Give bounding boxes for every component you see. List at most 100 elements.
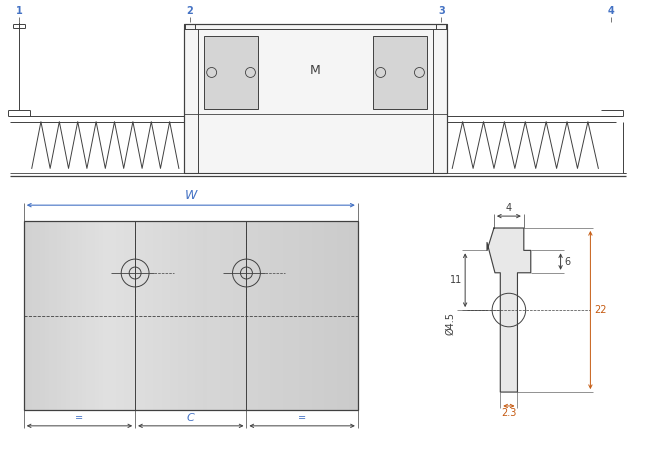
Bar [149,221,154,410]
Bar [220,221,225,410]
Bar [291,221,296,410]
Bar [329,221,334,410]
Bar [233,221,238,410]
Bar [199,221,204,410]
Text: 22: 22 [594,305,607,315]
Bar [195,221,200,410]
Bar [178,221,183,410]
Bar [278,221,284,410]
Bar [341,221,346,410]
Bar [253,221,258,410]
Bar [124,221,129,410]
Bar [174,221,179,410]
Bar [212,221,217,410]
Bar [373,36,428,109]
Bar [324,221,329,410]
Bar [283,221,288,410]
Bar [99,221,104,410]
Bar [57,221,63,410]
Bar [78,221,83,410]
Polygon shape [487,228,531,392]
Bar [320,221,326,410]
Text: 6: 6 [565,257,570,267]
Bar [53,221,58,410]
Bar [87,221,92,410]
Bar [333,221,338,410]
Bar [112,221,117,410]
Bar [203,36,258,109]
Bar [107,221,112,410]
Text: 4: 4 [506,203,512,213]
Bar [90,221,96,410]
Bar [316,221,321,410]
Bar [158,221,163,410]
Bar [182,221,187,410]
Bar [312,221,317,410]
Bar [103,221,109,410]
Bar [145,221,150,410]
Bar [266,221,271,410]
Text: =: = [298,413,306,423]
Bar [132,221,138,410]
Bar [120,221,125,410]
Bar [45,221,50,410]
Bar [162,221,167,410]
Bar [141,221,146,410]
Text: 2.3: 2.3 [501,408,517,418]
Text: C: C [187,413,194,423]
Bar [136,221,141,410]
Bar [128,221,133,410]
Bar [70,221,75,410]
Bar [295,221,300,410]
Bar [187,221,192,410]
Bar [191,221,196,410]
Text: =: = [76,413,83,423]
Text: 1: 1 [16,7,22,16]
Bar [153,221,158,410]
Bar [36,221,41,410]
Bar [245,221,250,410]
Bar [32,221,37,410]
Bar [65,221,70,410]
Bar [74,221,79,410]
Bar [236,221,242,410]
Bar [24,221,358,410]
Bar [349,221,355,410]
Bar [229,221,234,410]
Text: W: W [185,189,197,202]
Bar [224,221,229,410]
Bar [116,221,121,410]
Bar [41,221,46,410]
Bar [28,221,33,410]
Bar [249,221,255,410]
Bar [203,221,209,410]
Text: 2: 2 [187,7,193,16]
Bar [216,221,221,410]
Bar [61,221,67,410]
Bar [353,221,359,410]
Text: 11: 11 [450,275,462,285]
Text: M: M [310,64,321,77]
Bar [184,24,447,173]
Bar [307,221,313,410]
Bar [24,221,29,410]
Bar [270,221,275,410]
Bar [95,221,100,410]
Text: Ø4.5: Ø4.5 [445,312,455,335]
Bar [170,221,175,410]
Text: 3: 3 [438,7,444,16]
Bar [82,221,87,410]
Bar [299,221,304,410]
Bar [337,221,342,410]
Bar [275,221,280,410]
Bar [345,221,350,410]
Bar [166,221,171,410]
Bar [262,221,267,410]
Text: 4: 4 [608,7,614,16]
Bar [241,221,246,410]
Bar [207,221,213,410]
Bar [304,221,309,410]
Bar [49,221,54,410]
Bar [287,221,292,410]
Bar [258,221,263,410]
